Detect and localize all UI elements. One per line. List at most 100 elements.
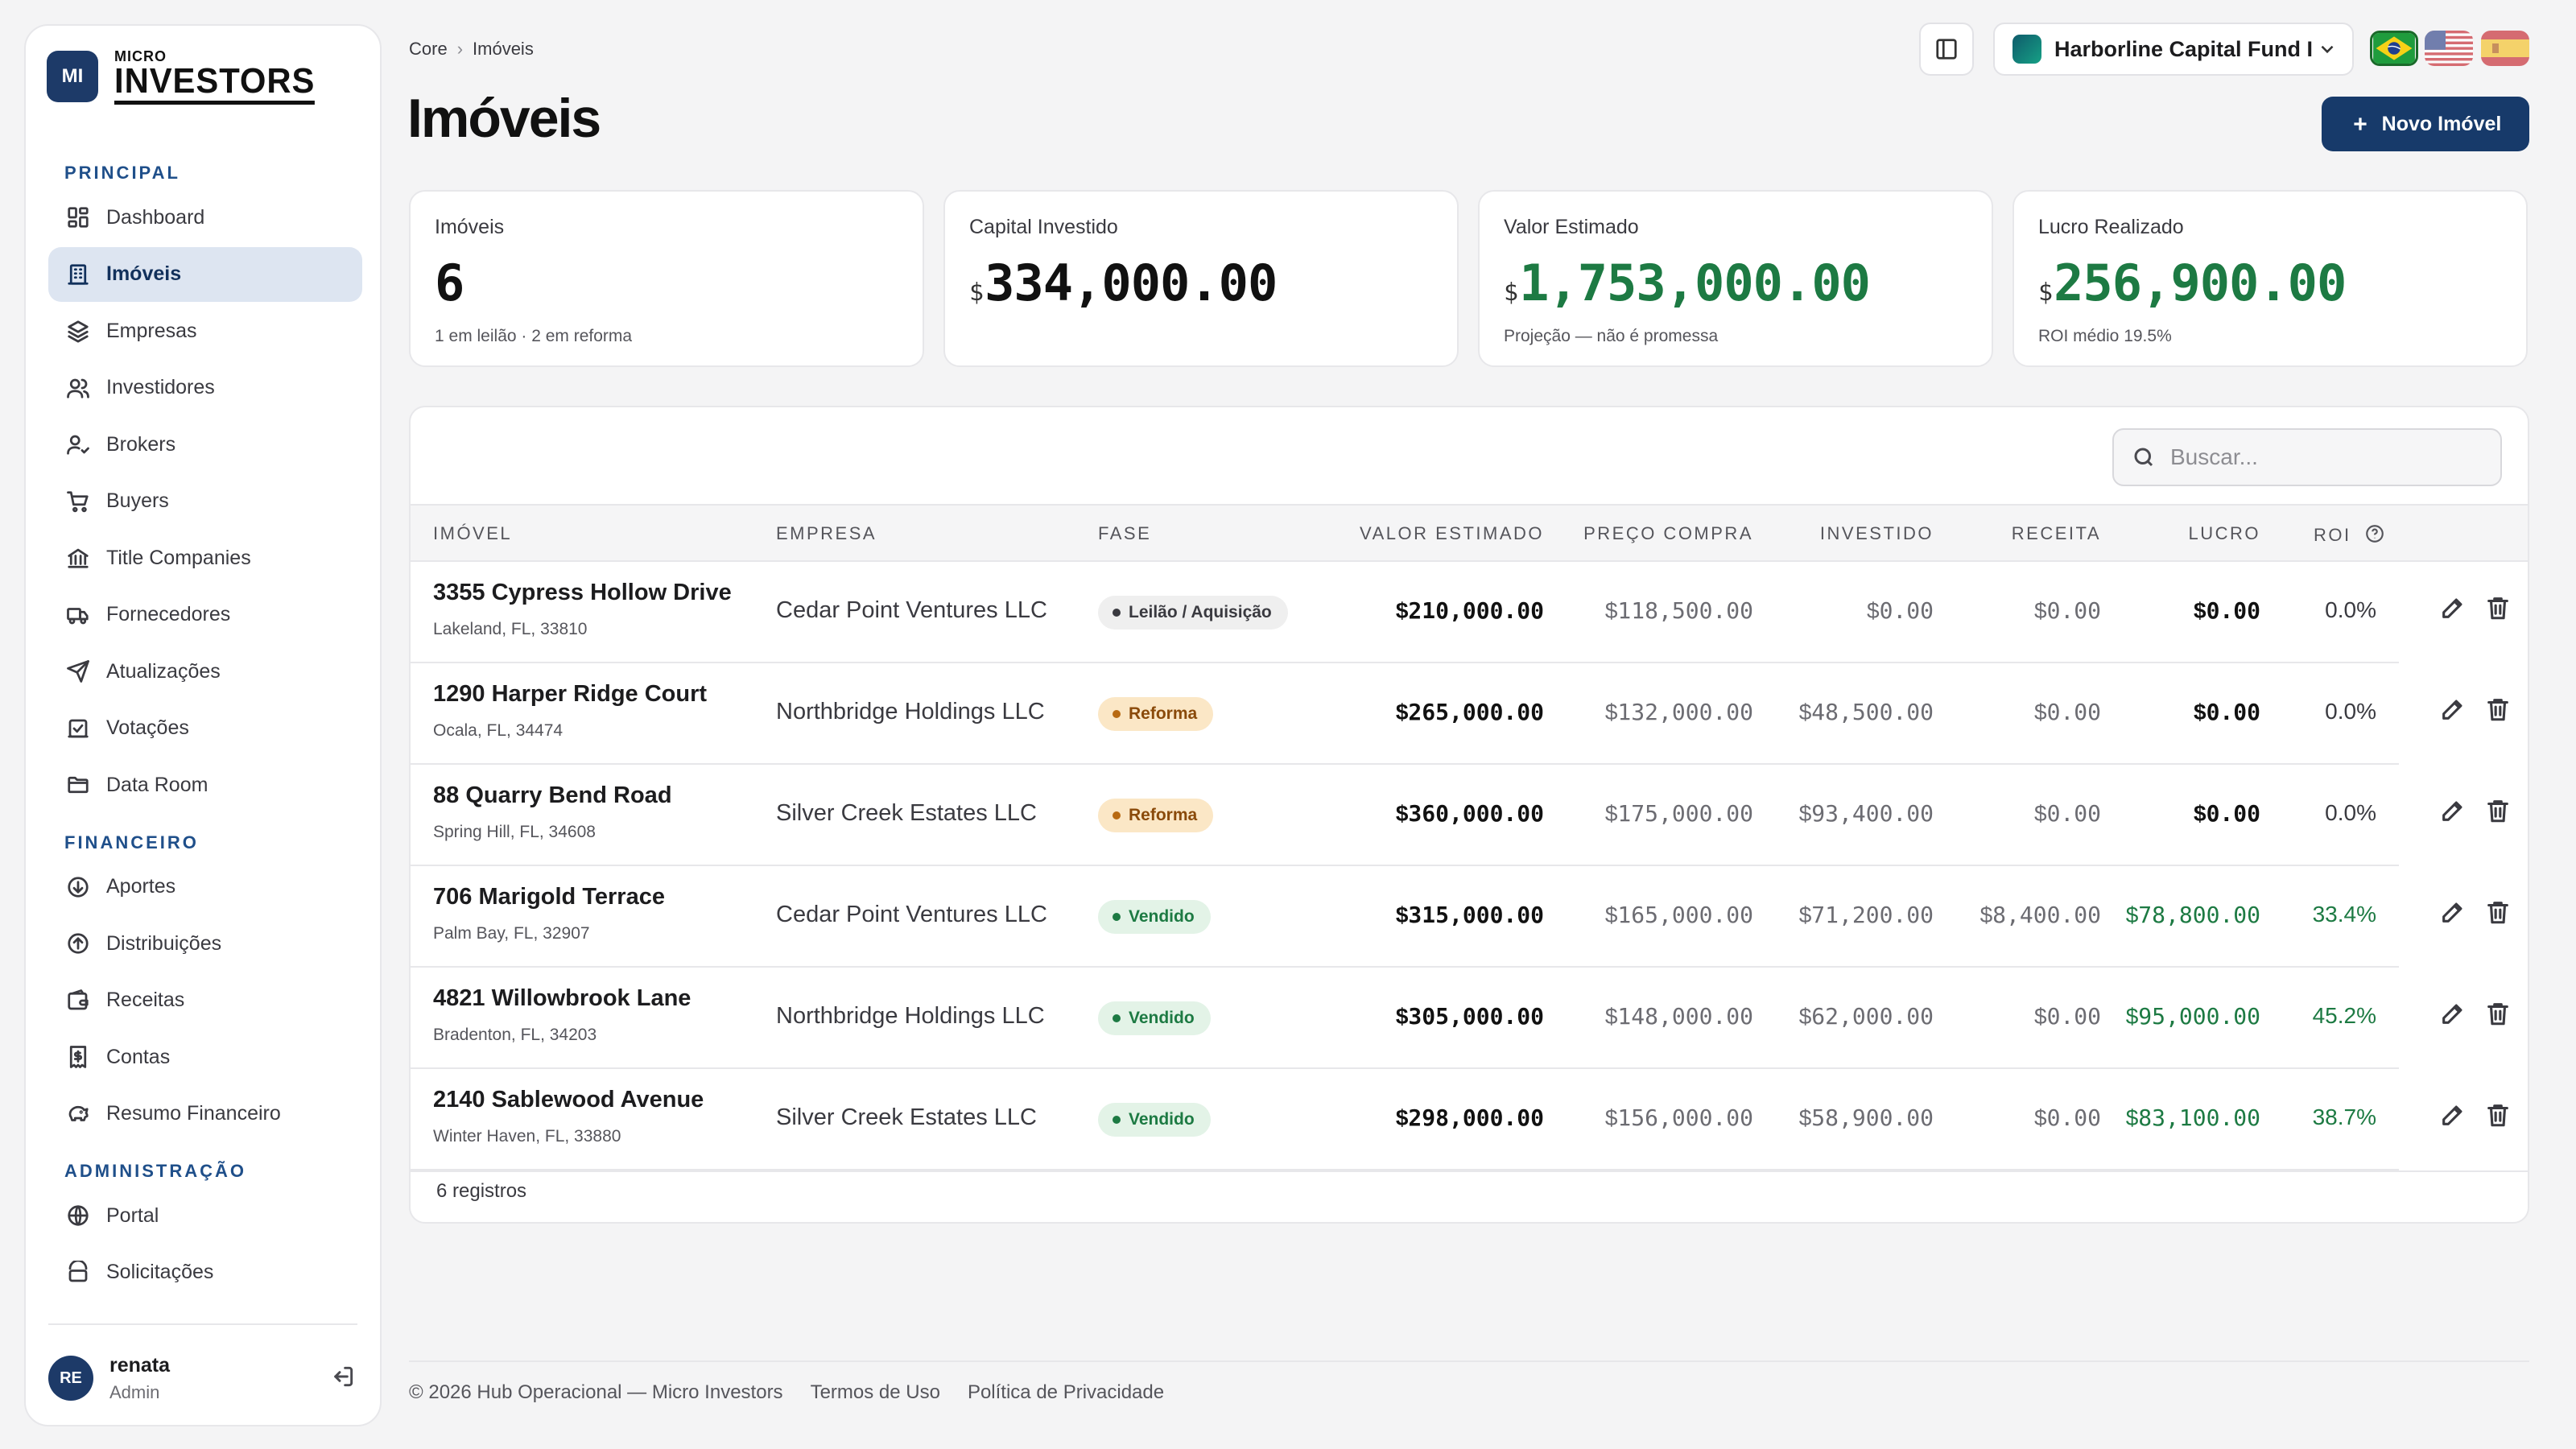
page-footer: © 2026 Hub Operacional — Micro Investors… bbox=[409, 1381, 1164, 1404]
property-city: Bradenton, FL, 34203 bbox=[433, 1026, 597, 1044]
property-address[interactable]: 88 Quarry Bend Road bbox=[433, 782, 672, 808]
flag-spain-icon[interactable] bbox=[2481, 31, 2529, 66]
breadcrumb-core[interactable]: Core bbox=[409, 39, 448, 59]
user-check-icon bbox=[64, 431, 92, 458]
sidebar-item-investidores[interactable]: Investidores bbox=[48, 361, 362, 415]
edit-icon[interactable] bbox=[2439, 594, 2467, 621]
user-name: renata bbox=[109, 1353, 171, 1377]
sidebar-item-dashboard[interactable]: Dashboard bbox=[48, 190, 362, 245]
trash-icon[interactable] bbox=[2484, 594, 2512, 621]
currency-symbol: $ bbox=[1866, 598, 1880, 623]
table-row[interactable]: 3355 Cypress Hollow Drive Lakeland, FL, 3… bbox=[411, 562, 2528, 663]
privacy-link[interactable]: Política de Privacidade bbox=[967, 1381, 1165, 1403]
invested-amount-number: 62,000.00 bbox=[1811, 1003, 1934, 1030]
invested-amount: $58,900.00 bbox=[1799, 1104, 1934, 1131]
currency-symbol: $ bbox=[2125, 1105, 2139, 1130]
search-box[interactable] bbox=[2112, 428, 2502, 486]
kpi-value: $256,900.00 bbox=[2038, 254, 2502, 312]
invested-amount: $0.00 bbox=[1867, 597, 1934, 624]
sidebar-item-solicitacoes[interactable]: Solicitações bbox=[48, 1245, 362, 1300]
sidebar-item-atualizacoes[interactable]: Atualizações bbox=[48, 644, 362, 699]
column-header-phase[interactable]: FASE bbox=[1098, 523, 1152, 543]
sidebar-toggle-button[interactable] bbox=[1919, 23, 1974, 76]
sidebar-item-brokers[interactable]: Brokers bbox=[48, 417, 362, 472]
edit-icon[interactable] bbox=[2439, 898, 2467, 926]
column-header-estimated[interactable]: VALOR ESTIMADO bbox=[1360, 523, 1544, 543]
property-address[interactable]: 3355 Cypress Hollow Drive bbox=[433, 580, 732, 605]
sidebar-item-portal[interactable]: Portal bbox=[48, 1188, 362, 1243]
sidebar-item-empresas[interactable]: Empresas bbox=[48, 303, 362, 358]
roi-value: 38.7% bbox=[2312, 1104, 2376, 1129]
table-row[interactable]: 1290 Harper Ridge Court Ocala, FL, 34474 N… bbox=[411, 663, 2528, 765]
revenue-amount-number: 0.00 bbox=[2046, 1003, 2101, 1030]
wallet-icon bbox=[64, 987, 92, 1014]
table-row[interactable]: 2140 Sablewood Avenue Winter Haven, FL, 3… bbox=[411, 1069, 2528, 1170]
phase-label: Reforma bbox=[1129, 806, 1198, 824]
sidebar-item-contas[interactable]: Contas bbox=[48, 1030, 362, 1084]
property-address[interactable]: 2140 Sablewood Avenue bbox=[433, 1087, 704, 1113]
trash-icon[interactable] bbox=[2484, 1000, 2512, 1027]
column-header-profit[interactable]: LUCRO bbox=[2188, 523, 2260, 543]
sidebar-item-label: Votações bbox=[106, 716, 189, 739]
column-header-revenue[interactable]: RECEITA bbox=[2011, 523, 2101, 543]
column-header-purchase[interactable]: PREÇO COMPRA bbox=[1583, 523, 1753, 543]
fund-selector[interactable]: Harborline Capital Fund I bbox=[1993, 23, 2354, 76]
piggy-bank-icon bbox=[64, 1100, 92, 1128]
property-address[interactable]: 4821 Willowbrook Lane bbox=[433, 985, 691, 1011]
app-logo[interactable]: MI MICRO INVESTORS bbox=[47, 48, 325, 105]
status-dot-icon bbox=[1113, 710, 1121, 718]
sidebar-item-label: Brokers bbox=[106, 432, 176, 456]
currency-symbol: $ bbox=[1604, 598, 1618, 623]
sidebar-item-votacoes[interactable]: Votações bbox=[48, 701, 362, 756]
purchase-price-number: 175,000.00 bbox=[1617, 800, 1753, 827]
phase-badge: Vendido bbox=[1098, 900, 1211, 934]
trash-icon[interactable] bbox=[2484, 696, 2512, 723]
table-row[interactable]: 88 Quarry Bend Road Spring Hill, FL, 3460… bbox=[411, 765, 2528, 866]
property-address[interactable]: 1290 Harper Ridge Court bbox=[433, 681, 708, 707]
sidebar-item-aportes[interactable]: Aportes bbox=[48, 860, 362, 914]
sidebar-item-fornecedores[interactable]: Fornecedores bbox=[48, 588, 362, 642]
status-dot-icon bbox=[1113, 811, 1121, 819]
flag-brazil-icon[interactable] bbox=[2370, 31, 2418, 66]
sidebar-item-receitas[interactable]: Receitas bbox=[48, 973, 362, 1028]
sidebar-item-data-room[interactable]: Data Room bbox=[48, 758, 362, 812]
sidebar-item-imoveis[interactable]: Imóveis bbox=[48, 246, 362, 302]
currency-symbol: $ bbox=[1395, 1105, 1409, 1130]
trash-icon[interactable] bbox=[2484, 1101, 2512, 1129]
sidebar-item-distribuicoes[interactable]: Distribuições bbox=[48, 916, 362, 971]
edit-icon[interactable] bbox=[2439, 1000, 2467, 1027]
new-property-button[interactable]: Novo Imóvel bbox=[2322, 97, 2529, 151]
currency-symbol: $ bbox=[1798, 801, 1812, 826]
table-row[interactable]: 4821 Willowbrook Lane Bradenton, FL, 3420… bbox=[411, 968, 2528, 1069]
arrow-down-circle-icon bbox=[64, 873, 92, 901]
trash-icon[interactable] bbox=[2484, 797, 2512, 824]
flag-usa-icon[interactable] bbox=[2425, 31, 2473, 66]
column-header-roi[interactable]: ROI bbox=[2314, 523, 2385, 549]
sidebar-item-label: Imóveis bbox=[106, 262, 182, 285]
column-header-invested[interactable]: INVESTIDO bbox=[1819, 523, 1934, 543]
user-profile[interactable]: RE renata Admin bbox=[48, 1346, 362, 1410]
sidebar-item-title-companies[interactable]: Title Companies bbox=[48, 530, 362, 585]
property-address[interactable]: 706 Marigold Terrace bbox=[433, 884, 665, 910]
terms-link[interactable]: Termos de Uso bbox=[810, 1381, 940, 1403]
logout-icon[interactable] bbox=[330, 1364, 356, 1389]
help-circle-icon[interactable] bbox=[2364, 523, 2385, 549]
trash-icon[interactable] bbox=[2484, 898, 2512, 926]
kpi-sub: 1 em leilão · 2 em reforma bbox=[435, 327, 633, 345]
estimated-value-number: 265,000.00 bbox=[1408, 699, 1544, 725]
currency-symbol: $ bbox=[2038, 279, 2053, 307]
search-input[interactable] bbox=[2170, 444, 2476, 470]
currency-symbol: $ bbox=[2033, 1004, 2047, 1029]
table-row[interactable]: 706 Marigold Terrace Palm Bay, FL, 32907 C… bbox=[411, 866, 2528, 968]
edit-icon[interactable] bbox=[2439, 1101, 2467, 1129]
sidebar-item-resumo-financeiro[interactable]: Resumo Financeiro bbox=[48, 1087, 362, 1141]
sidebar-section-title: ADMINISTRAÇÃO bbox=[64, 1161, 246, 1181]
sidebar-item-buyers[interactable]: Buyers bbox=[48, 474, 362, 529]
profit-amount-number: 83,100.00 bbox=[2138, 1104, 2260, 1131]
currency-symbol: $ bbox=[2033, 1105, 2047, 1130]
edit-icon[interactable] bbox=[2439, 797, 2467, 824]
column-header-company[interactable]: EMPRESA bbox=[776, 523, 877, 543]
revenue-amount-number: 0.00 bbox=[2046, 1104, 2101, 1131]
column-header-property[interactable]: IMÓVEL bbox=[433, 523, 513, 543]
edit-icon[interactable] bbox=[2439, 696, 2467, 723]
